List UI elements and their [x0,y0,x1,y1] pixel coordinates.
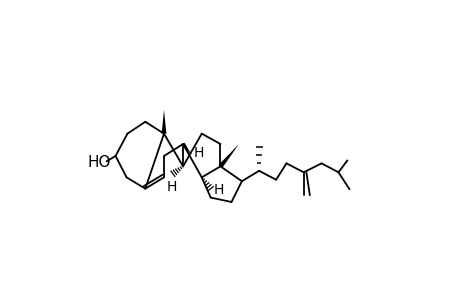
Text: HO: HO [87,155,111,170]
Polygon shape [181,143,191,154]
Text: H: H [193,146,203,160]
Text: H: H [166,180,176,194]
Polygon shape [161,110,166,134]
Text: H: H [213,183,224,197]
Polygon shape [218,144,238,168]
